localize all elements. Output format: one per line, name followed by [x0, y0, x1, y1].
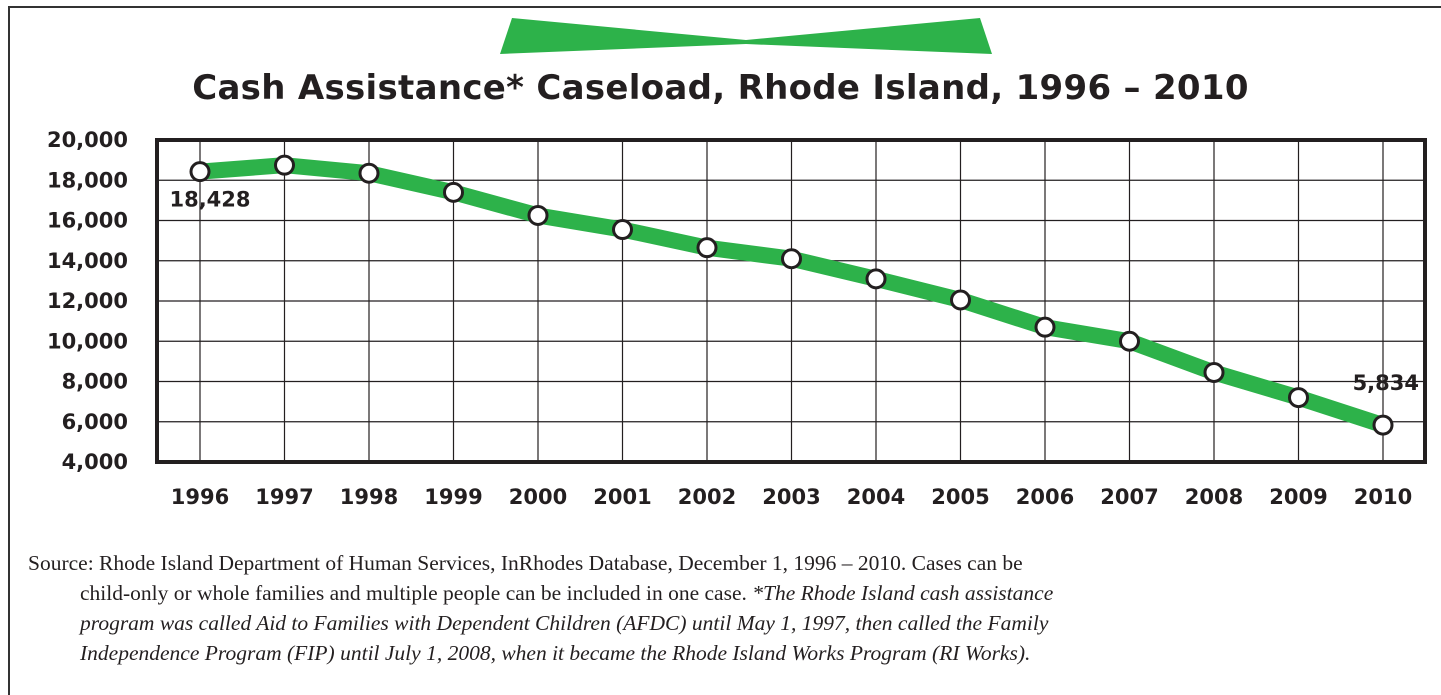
- data-point: [358, 162, 380, 184]
- data-point: [696, 237, 718, 259]
- data-labels: 18,428 5,834: [169, 188, 1419, 395]
- x-tick-label: 2010: [1354, 485, 1412, 509]
- data-point: [612, 219, 633, 241]
- data-point: [1119, 330, 1140, 352]
- green-banner-decoration: [500, 18, 992, 54]
- source-line-2-plain: child-only or whole families and multipl…: [80, 581, 753, 605]
- data-point: [865, 268, 887, 290]
- x-tick-label: 1998: [340, 485, 398, 509]
- x-tick-label: 2000: [509, 485, 567, 509]
- y-tick-label: 18,000: [47, 168, 128, 192]
- data-point: [1203, 361, 1225, 383]
- grid: [155, 138, 1427, 464]
- x-tick-label: 2005: [931, 485, 989, 509]
- x-tick-label: 1996: [171, 485, 229, 509]
- data-point: [1034, 316, 1056, 338]
- x-tick-label: 2002: [678, 485, 736, 509]
- source-line-2: child-only or whole families and multipl…: [28, 578, 1428, 608]
- x-axis-ticks: 1996 1997 1998 1999 2000 2001 2002 2003 2004 2005…: [171, 485, 1412, 509]
- data-point: [274, 154, 295, 176]
- data-point: [189, 161, 211, 183]
- y-tick-label: 8,000: [62, 370, 128, 394]
- data-point: [950, 289, 971, 311]
- y-axis-ticks: 20,000 18,000 16,000 14,000 12,000 10,000 8,00…: [47, 128, 128, 474]
- data-point: [1288, 387, 1309, 409]
- data-point: [527, 204, 549, 226]
- chart-title: Cash Assistance* Caseload, Rhode Island,…: [192, 68, 1249, 108]
- data-point: [443, 181, 464, 203]
- y-tick-label: 20,000: [47, 128, 128, 152]
- data-label: 18,428: [169, 188, 250, 212]
- y-tick-label: 12,000: [47, 289, 128, 313]
- line-chart: 20,000 18,000 16,000 14,000 12,000 10,000 8,00…: [47, 128, 1427, 509]
- data-label: 5,834: [1353, 371, 1419, 395]
- data-points: [189, 154, 1394, 436]
- plot-border: [155, 138, 1427, 464]
- x-tick-label: 2001: [593, 485, 651, 509]
- data-point: [781, 248, 802, 270]
- figure-frame: [8, 6, 1441, 695]
- source-line-1: Source: Rhode Island Department of Human…: [28, 551, 1023, 575]
- y-tick-label: 14,000: [47, 249, 128, 273]
- x-tick-label: 1999: [424, 485, 482, 509]
- y-tick-label: 16,000: [47, 209, 128, 233]
- x-tick-label: 2003: [762, 485, 820, 509]
- y-tick-label: 6,000: [62, 410, 128, 434]
- data-point: [1372, 414, 1394, 436]
- source-note: Source: Rhode Island Department of Human…: [28, 548, 1428, 668]
- source-line-4: Independence Program (FIP) until July 1,…: [80, 641, 1031, 665]
- x-tick-label: 2009: [1269, 485, 1327, 509]
- x-tick-label: 2006: [1016, 485, 1074, 509]
- source-line-3: program was called Aid to Families with …: [80, 611, 1049, 635]
- x-tick-label: 1997: [255, 485, 313, 509]
- x-tick-label: 2008: [1185, 485, 1243, 509]
- x-tick-label: 2007: [1100, 485, 1158, 509]
- y-tick-label: 10,000: [47, 329, 128, 353]
- y-tick-label: 4,000: [62, 450, 128, 474]
- x-tick-label: 2004: [847, 485, 905, 509]
- source-line-2-italic: *The Rhode Island cash assistance: [752, 581, 1054, 605]
